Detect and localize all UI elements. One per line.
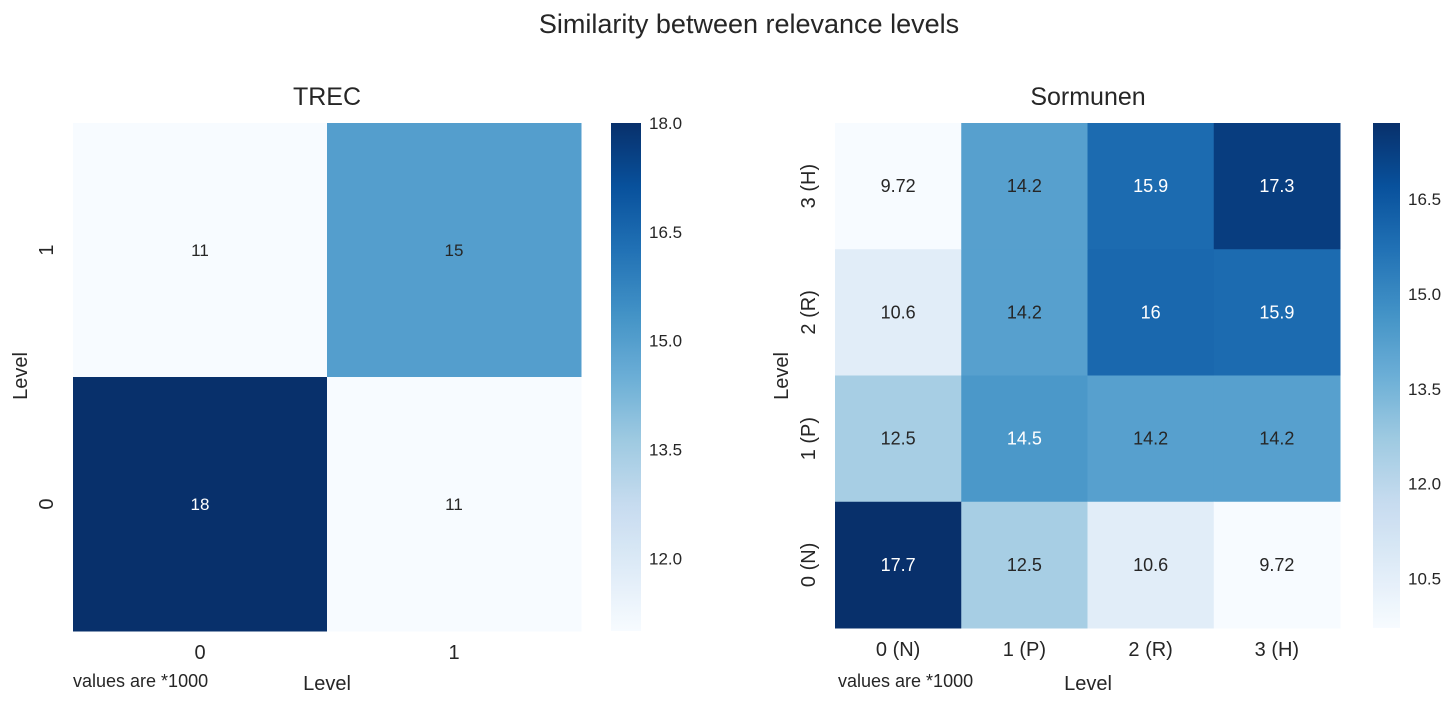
cell-value-label: 17.3 — [1259, 176, 1294, 196]
heatmap-cell — [1213, 249, 1341, 376]
heatmap-cell — [835, 123, 962, 250]
y-tick-label: 2 (R) — [798, 290, 820, 334]
colorbar-tick-label: 10.5 — [1408, 570, 1441, 589]
heatmap-cell — [1213, 501, 1341, 629]
colorbar: 10.5 12.0 13.5 15.0 16.5 — [1373, 123, 1441, 628]
x-tick-label: 0 — [194, 642, 205, 664]
colorbar-tick-label: 12.0 — [1408, 475, 1441, 494]
y-tick-label: 3 (H) — [798, 164, 820, 208]
colorbar: 12.0 13.5 15.0 16.5 18.0 — [611, 114, 682, 631]
heatmap-cell — [73, 123, 328, 378]
colorbar-tick-label: 16.5 — [649, 223, 682, 242]
cell-value-label: 9.72 — [1259, 555, 1294, 575]
x-tick-label: 2 (R) — [1128, 639, 1172, 661]
x-axis-label: Level — [1064, 673, 1112, 695]
chart-title: TREC — [293, 83, 361, 111]
x-tick-label: 3 (H) — [1255, 639, 1299, 661]
heatmap-cell — [1087, 249, 1215, 376]
heatmap-cell — [961, 123, 1088, 250]
colorbar-gradient — [1373, 123, 1400, 628]
colorbar-tick-label: 15.0 — [649, 332, 682, 351]
cell-value-label: 14.2 — [1133, 429, 1168, 449]
cell-value-label: 12.5 — [881, 429, 916, 449]
heatmap-cell — [327, 123, 582, 378]
heatmap-cells: 11 15 18 11 — [73, 123, 582, 632]
cell-value-label: 15.9 — [1259, 302, 1294, 322]
values-note: values are *1000 — [73, 671, 208, 691]
cell-value-label: 14.5 — [1007, 429, 1042, 449]
cell-value-label: 9.72 — [881, 176, 916, 196]
figure-title: Similarity between relevance levels — [539, 9, 959, 39]
colorbar-gradient — [611, 123, 641, 631]
heatmap-cells: 9.72 14.2 15.9 17.3 10.6 14.2 16 15.9 12.5 14.5 14… — [835, 123, 1341, 629]
cell-value-label: 11 — [191, 241, 209, 260]
heatmap-panel-sormunen: Sormunen 9.72 14.2 15.9 17.3 10.6 14.2 16 15.9 1… — [771, 83, 1441, 695]
cell-value-label: 17.7 — [881, 555, 916, 575]
cell-value-label: 15.9 — [1133, 176, 1168, 196]
colorbar-tick-label: 12.0 — [649, 549, 682, 568]
heatmap-cell — [1087, 123, 1215, 250]
y-axis-label: Level — [10, 352, 32, 400]
x-tick-label: 0 (N) — [876, 639, 920, 661]
heatmap-cell — [835, 501, 962, 629]
x-axis-label: Level — [303, 673, 351, 695]
values-note: values are *1000 — [838, 671, 973, 691]
heatmap-cell — [1087, 501, 1215, 629]
y-axis-label: Level — [771, 352, 793, 400]
heatmap-cell — [1213, 123, 1341, 250]
cell-value-label: 11 — [445, 495, 463, 514]
heatmap-cell — [835, 249, 962, 376]
y-tick-labels: 01 — [36, 244, 58, 509]
y-tick-label: 0 (N) — [798, 543, 820, 587]
colorbar-tick-label: 18.0 — [649, 114, 682, 133]
y-tick-labels: 0 (N) 1 (P) 2 (R) 3 (H) — [798, 164, 820, 587]
heatmap-cell — [961, 501, 1088, 629]
x-tick-labels: 0 (N) 1 (P) 2 (R) 3 (H) — [876, 639, 1299, 661]
cell-value-label: 16 — [1141, 302, 1161, 322]
colorbar-tick-label: 15.0 — [1408, 285, 1441, 304]
cell-value-label: 14.2 — [1259, 429, 1294, 449]
cell-value-label: 10.6 — [881, 302, 916, 322]
cell-value-label: 14.2 — [1007, 302, 1042, 322]
cell-value-label: 15 — [445, 241, 464, 260]
x-tick-label: 1 — [448, 642, 459, 664]
cell-value-label: 10.6 — [1133, 555, 1168, 575]
colorbar-tick-label: 13.5 — [649, 441, 682, 460]
heatmap-cell — [835, 375, 962, 503]
chart-title: Sormunen — [1030, 83, 1145, 111]
cell-value-label: 12.5 — [1007, 555, 1042, 575]
heatmap-cell — [327, 377, 582, 632]
heatmap-cell — [1087, 375, 1215, 503]
y-tick-label: 0 — [36, 498, 58, 509]
y-tick-label: 1 — [36, 244, 58, 255]
heatmap-cell — [73, 377, 328, 632]
colorbar-tick-label: 13.5 — [1408, 380, 1441, 399]
x-tick-label: 1 (P) — [1003, 639, 1046, 661]
cell-value-label: 18 — [191, 495, 210, 514]
heatmap-cell — [1213, 375, 1341, 503]
heatmap-cell — [961, 249, 1088, 376]
heatmap-cell — [961, 375, 1088, 503]
cell-value-label: 14.2 — [1007, 176, 1042, 196]
y-tick-label: 1 (P) — [798, 417, 820, 460]
colorbar-tick-label: 16.5 — [1408, 190, 1441, 209]
